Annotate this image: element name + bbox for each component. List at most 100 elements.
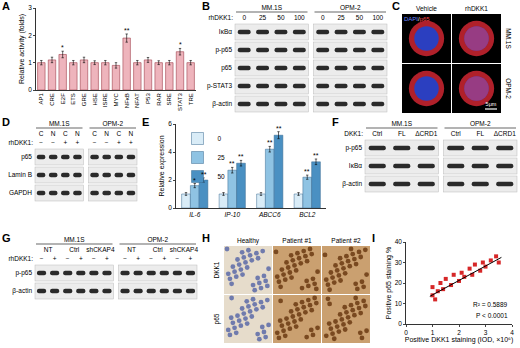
svg-text:p-p65: p-p65 [345,144,362,152]
svg-text:DKK1:: DKK1: [344,130,363,137]
svg-text:MM.1S: MM.1S [49,120,70,127]
svg-text:3: 3 [484,329,488,336]
svg-text:HSE: HSE [92,93,98,105]
svg-text:C: C [39,130,44,137]
svg-text:−: − [123,255,127,262]
svg-text:100: 100 [372,14,383,21]
svg-text:MM.1S: MM.1S [261,4,282,11]
svg-text:Patient #1: Patient #1 [282,237,312,244]
svg-text:+: + [117,139,121,146]
svg-text:**: ** [238,153,244,160]
svg-text:C: C [116,130,121,137]
svg-text:−: − [149,255,153,262]
svg-text:CRE: CRE [49,93,55,106]
svg-text:+: + [129,139,133,146]
svg-text:shCKAP4: shCKAP4 [86,246,115,253]
svg-text:OPM-2: OPM-2 [102,120,123,127]
svg-text:NT: NT [44,246,53,253]
svg-text:50: 50 [356,14,364,21]
svg-text:Vehicle: Vehicle [416,5,437,12]
svg-text:C: C [63,130,68,137]
svg-text:MYC: MYC [113,93,119,107]
svg-text:H: H [202,232,210,244]
svg-text:N: N [104,130,109,137]
svg-text:E2F: E2F [60,93,66,104]
svg-text:DKK1: DKK1 [213,261,220,278]
svg-text:Patient #2: Patient #2 [331,237,361,244]
svg-text:SRE: SRE [166,93,172,105]
svg-text:FL: FL [398,130,406,137]
svg-text:rhDKK1:: rhDKK1: [8,255,33,262]
svg-text:p65: p65 [213,313,221,324]
svg-text:Healthy: Healthy [237,237,260,245]
svg-text:ETS: ETS [70,93,76,105]
svg-text:20: 20 [395,279,403,286]
svg-text:**: ** [124,27,130,34]
svg-text:0: 0 [242,14,246,21]
svg-text:rhDKK1:: rhDKK1: [208,14,233,21]
svg-text:TRE: TRE [188,93,194,105]
svg-text:P53: P53 [145,93,151,104]
svg-text:D: D [2,116,10,128]
svg-text:Relative activity (folds): Relative activity (folds) [18,14,26,84]
svg-text:IκBα: IκBα [349,162,362,169]
svg-text:OPM-2: OPM-2 [340,4,361,11]
svg-text:N: N [75,130,80,137]
svg-text:50: 50 [277,14,285,21]
svg-text:Positive DKK1 staining (IOD, ×: Positive DKK1 staining (IOD, ×10⁶) [405,336,514,344]
svg-text:+: + [105,255,109,262]
svg-text:**: ** [201,171,207,178]
svg-text:−: − [51,139,55,146]
svg-text:rhDKK1:: rhDKK1: [8,139,33,146]
svg-text:1: 1 [28,59,32,66]
svg-text:40: 40 [395,238,403,245]
svg-text:β-actin: β-actin [342,180,362,188]
svg-text:B: B [202,0,210,12]
svg-text:5μm: 5μm [486,101,497,107]
svg-text:I: I [372,232,375,244]
svg-text:FL: FL [476,130,484,137]
svg-text:−: − [40,255,44,262]
svg-text:Relative expression: Relative expression [158,135,166,196]
svg-text:0: 0 [404,329,408,336]
svg-text:−: − [66,255,70,262]
svg-text:+: + [162,255,166,262]
svg-text:IκBα: IκBα [219,28,232,35]
svg-text:N: N [51,130,56,137]
svg-text:GAPDH: GAPDH [9,189,32,196]
svg-text:25: 25 [218,154,226,161]
svg-text:0: 0 [398,320,402,327]
svg-text:OPM-2: OPM-2 [147,236,168,243]
svg-text:+: + [63,139,67,146]
svg-text:**: ** [276,125,282,132]
svg-text:**: ** [304,168,310,175]
svg-text:1: 1 [431,329,435,336]
svg-text:F: F [332,116,339,128]
svg-text:ABCC6: ABCC6 [258,211,281,218]
svg-text:2: 2 [168,176,172,183]
svg-text:rhDKK1: rhDKK1 [465,5,488,12]
svg-text:RAR: RAR [156,93,162,106]
svg-text:p65: p65 [221,64,232,72]
svg-text:E: E [142,116,149,128]
svg-text:β-actin: β-actin [12,287,32,295]
svg-text:Positive p65 staining %: Positive p65 staining % [385,247,393,319]
svg-text:STAT3: STAT3 [177,93,183,111]
svg-text:C: C [92,130,97,137]
svg-text:C: C [392,0,400,12]
svg-text:ΔCRD1: ΔCRD1 [494,130,516,137]
svg-text:IP-10: IP-10 [224,211,240,218]
svg-text:30: 30 [395,259,403,266]
svg-text:25: 25 [337,14,345,21]
svg-text:10: 10 [395,300,403,307]
svg-text:β-actin: β-actin [212,100,232,108]
svg-text:4: 4 [510,329,514,336]
svg-text:OPM-2: OPM-2 [470,120,491,127]
svg-text:+: + [76,139,80,146]
svg-text:P < 0.0001: P < 0.0001 [476,312,508,319]
svg-text:25: 25 [259,14,267,21]
svg-text:G: G [2,232,11,244]
svg-text:p-p65: p-p65 [15,269,32,277]
svg-text:50: 50 [218,173,226,180]
svg-text:Ctrl: Ctrl [69,246,80,253]
